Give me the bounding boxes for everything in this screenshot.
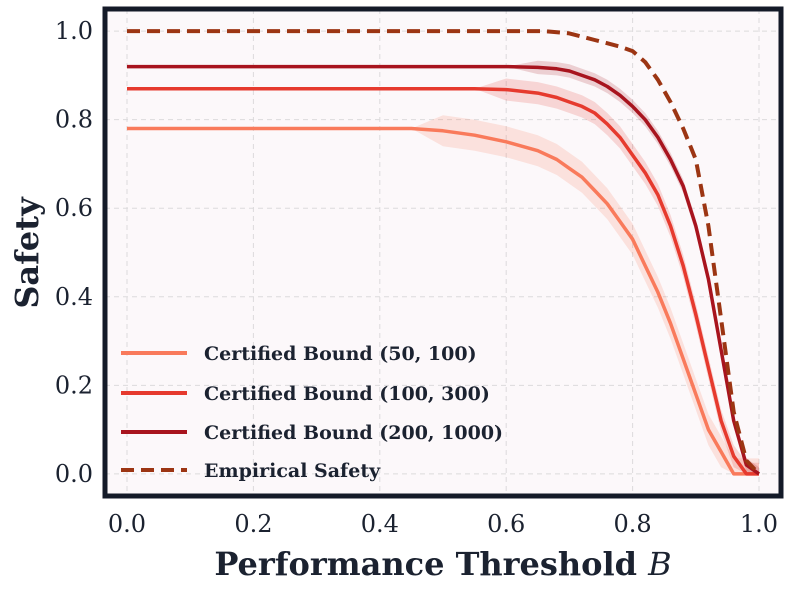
x-tick-label: 0.2 [234, 510, 272, 538]
legend-label: Certified Bound (200, 1000) [204, 422, 503, 444]
x-tick-label: 0.0 [108, 510, 146, 538]
y-tick-label: 0.8 [55, 106, 93, 134]
series-line [127, 64, 761, 476]
y-tick-label: 0.6 [55, 194, 93, 222]
ticks: 0.0 0.2 0.4 0.6 0.8 1.0 0.0 0.2 0.4 0.6 0.8 1.0 [55, 17, 778, 538]
x-tick-label: 0.6 [487, 510, 525, 538]
series-band [127, 115, 759, 474]
series-lines [127, 29, 761, 476]
legend-label: Empirical Safety [204, 460, 381, 482]
x-tick-label: 0.4 [361, 510, 399, 538]
y-axis-label: Safety [8, 196, 46, 309]
series-line [127, 126, 759, 476]
series-line [127, 86, 759, 476]
legend-label: Certified Bound (50, 100) [204, 343, 477, 365]
x-axis-label-variable: B [647, 545, 672, 583]
y-tick-label: 0.4 [55, 283, 93, 311]
legend-label: Certified Bound (100, 300) [204, 383, 490, 405]
y-tick-label: 0.2 [55, 371, 93, 399]
y-tick-label: 0.0 [55, 460, 93, 488]
legend: Certified Bound (50, 100) Certified Boun… [121, 343, 503, 482]
x-tick-label: 1.0 [740, 510, 778, 538]
plot-frame [102, 6, 784, 499]
series-line [127, 29, 761, 476]
x-axis-label-text: Performance Threshold [214, 545, 637, 583]
confidence-bands [127, 60, 759, 474]
y-tick-label: 1.0 [55, 17, 93, 45]
x-axis-label: Performance Threshold B [214, 545, 671, 583]
x-tick-label: 0.8 [614, 510, 652, 538]
